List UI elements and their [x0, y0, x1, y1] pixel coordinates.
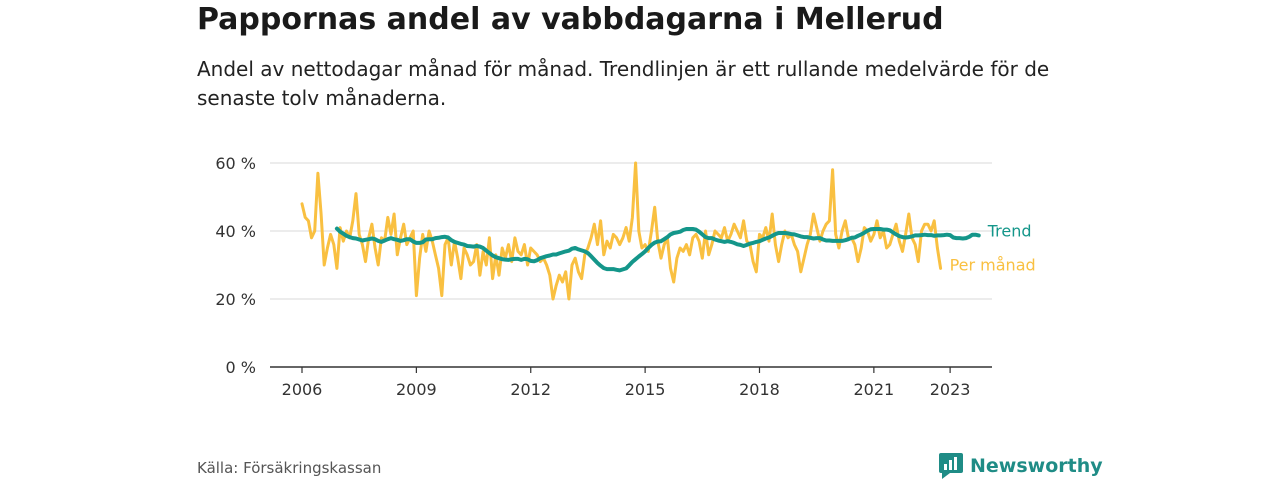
- chart-subtitle: Andel av nettodagar månad för månad. Tre…: [197, 57, 1050, 110]
- source-note: Källa: Försäkringskassan: [197, 459, 382, 477]
- x-tick-label: 2015: [625, 380, 666, 399]
- x-tick-label: 2009: [396, 380, 437, 399]
- axis-layer: 0 % 20 % 40 % 60 % 2006 2009 2012 2015 2018 2021 2…: [215, 154, 992, 399]
- label-layer: Trend Per månad: [950, 221, 1036, 274]
- brand-logo: Newsworthy: [939, 451, 1103, 480]
- x-tick-label: 2021: [854, 380, 895, 399]
- trend-line: [334, 226, 981, 273]
- chart-title: Pappornas andel av vabbdagarna i Melleru…: [197, 2, 944, 37]
- monthly-series-label: Per månad: [950, 255, 1036, 274]
- series-layer: [300, 161, 981, 301]
- x-tick-label: 2023: [930, 380, 971, 399]
- brand-name: Newsworthy: [970, 455, 1103, 477]
- x-tick-label: 2012: [510, 380, 551, 399]
- monthly-line: [300, 161, 943, 301]
- y-tick-label: 0 %: [226, 358, 256, 377]
- y-tick-label: 20 %: [215, 290, 256, 309]
- x-tick-label: 2006: [282, 380, 323, 399]
- x-tick-label: 2018: [739, 380, 780, 399]
- trend-series-label: Trend: [987, 221, 1032, 240]
- newsworthy-logo-icon: [939, 453, 963, 479]
- y-tick-label: 60 %: [215, 154, 256, 173]
- y-tick-label: 40 %: [215, 222, 256, 241]
